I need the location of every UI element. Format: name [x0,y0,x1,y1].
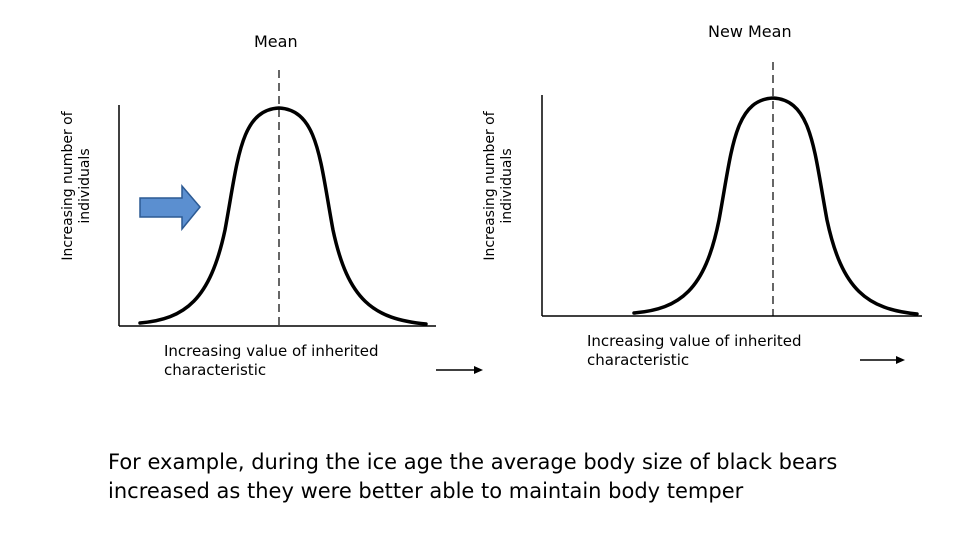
left-y-axis-label: Increasing number of individuals [60,111,93,261]
left-x-axis-label: Increasing value of inherited characteri… [164,342,379,379]
left-x-direction-arrow-icon [436,366,483,374]
right-y-axis-label: Increasing number of individuals [482,111,515,261]
right-arrow-icon [139,183,201,232]
caption-text: For example, during the ice age the aver… [108,450,838,503]
right-mean-label: New Mean [708,22,792,41]
right-x-direction-arrow-icon [860,356,905,364]
left-distribution-curve [138,106,428,326]
right-x-axis-label: Increasing value of inherited characteri… [587,332,802,369]
right-graph [541,62,922,364]
left-graph [118,70,483,374]
left-mean-label: Mean [254,32,298,51]
right-distribution-curve [632,96,919,316]
